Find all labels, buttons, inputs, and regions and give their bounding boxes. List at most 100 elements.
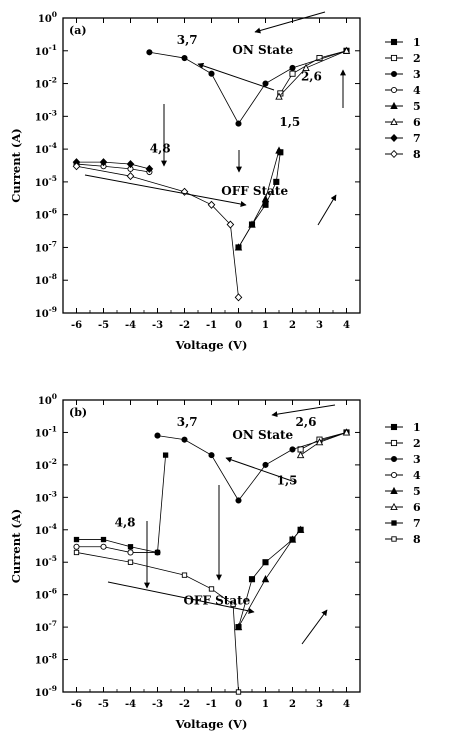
data-point [100, 543, 107, 550]
data-point [262, 201, 269, 208]
x-tick-label: -1 [206, 320, 217, 331]
data-point [154, 432, 161, 439]
series-line [76, 161, 150, 170]
y-tick-label: 100 [38, 10, 57, 25]
data-point [208, 452, 215, 459]
annotation: ON State [232, 43, 293, 57]
annotation: 4,8 [150, 141, 171, 155]
legend-label: 8 [413, 533, 421, 546]
data-point [262, 559, 269, 566]
annotation: 2,6 [296, 415, 317, 429]
legend-marker [391, 536, 397, 542]
series-5 [234, 146, 283, 251]
annotation: OFF State [221, 184, 288, 198]
data-point [230, 601, 236, 608]
x-tick-label: 0 [235, 699, 242, 710]
legend-marker [390, 101, 398, 110]
x-tick-label: -2 [179, 699, 190, 710]
legend-label: 2 [413, 437, 421, 450]
legend-marker [390, 502, 398, 511]
data-point [289, 70, 296, 77]
data-point [208, 586, 215, 592]
series-6 [296, 428, 351, 459]
data-point [100, 536, 107, 543]
annotation: OFF State [183, 593, 250, 607]
data-point [273, 178, 280, 185]
legend-label: 6 [413, 501, 421, 514]
series-8 [72, 162, 243, 302]
series-8 [73, 549, 242, 695]
y-tick-label: 10-9 [35, 684, 57, 699]
legend-marker [390, 439, 398, 447]
legend-marker [390, 133, 398, 143]
legend-label: 6 [413, 116, 421, 129]
y-tick-label: 10-1 [35, 424, 57, 439]
data-point [127, 544, 134, 550]
legend-label: 5 [413, 485, 421, 498]
annotation: 1,5 [277, 473, 298, 487]
sweep-arrow [225, 456, 296, 483]
y-tick-label: 10-8 [35, 272, 57, 287]
chart-panel-b: -6 -5 -4 -3 -2 -1 0 1 2 3 4 100 10-1 10-2 10-3 10-4 10-5… [9, 392, 421, 731]
sweep-arrow [197, 62, 275, 91]
data-point [127, 549, 134, 556]
legend-marker [390, 70, 398, 78]
data-point [261, 194, 270, 203]
series-line [76, 165, 239, 298]
legend: 1 2 3 4 5 6 7 8 [385, 421, 421, 546]
data-point [126, 172, 135, 181]
series-1 [235, 149, 284, 251]
data-point [262, 461, 269, 468]
data-point [146, 49, 153, 56]
y-tick-label: 10-4 [35, 141, 57, 156]
annotation: 3,7 [177, 415, 198, 429]
y-tick-label: 10-3 [35, 108, 57, 123]
series-line [149, 50, 347, 125]
sweep-arrow [271, 404, 336, 418]
data-point [288, 535, 297, 543]
x-axis-title: Voltage (V) [175, 717, 248, 731]
legend-label: 1 [413, 36, 421, 49]
series-line [76, 163, 150, 173]
annotation: 3,7 [177, 33, 198, 47]
sweep-arrow [301, 609, 328, 645]
data-point [181, 436, 188, 443]
y-tick-label: 10-2 [35, 457, 57, 472]
y-axis-title: Current (A) [9, 128, 23, 202]
plot-frame [62, 17, 361, 314]
x-tick-label: -6 [71, 320, 82, 331]
annotation: 1,5 [279, 115, 300, 129]
data-point [162, 452, 169, 458]
sweep-arrow [317, 194, 337, 226]
data-point [315, 438, 324, 446]
legend-marker [390, 423, 398, 431]
legend-label: 7 [413, 517, 421, 530]
data-point [342, 428, 351, 436]
y-axis-title: Current (A) [9, 509, 23, 583]
legend-label: 5 [413, 100, 421, 113]
x-tick-label: 0 [235, 320, 242, 331]
data-point [302, 63, 310, 71]
series-line [238, 150, 280, 248]
data-point [248, 576, 256, 583]
x-tick-label: 3 [316, 699, 323, 710]
series-line [76, 455, 166, 553]
y-tick-label: 10-7 [35, 239, 57, 254]
legend-marker [390, 117, 398, 126]
panel-label: (a) [69, 24, 87, 37]
series-6 [275, 46, 351, 100]
sweep-arrow [254, 11, 326, 34]
data-point [73, 543, 80, 550]
data-point [235, 120, 242, 127]
data-point [296, 450, 305, 459]
series-line [76, 552, 239, 693]
data-point [289, 64, 296, 71]
series-line [300, 432, 347, 456]
x-tick-label: 3 [316, 320, 323, 331]
series-line [238, 529, 301, 628]
y-tick-label: 100 [38, 392, 57, 407]
data-point [180, 187, 189, 196]
annotation: 2,6 [301, 69, 322, 83]
data-point [275, 146, 283, 154]
data-point [99, 158, 108, 167]
